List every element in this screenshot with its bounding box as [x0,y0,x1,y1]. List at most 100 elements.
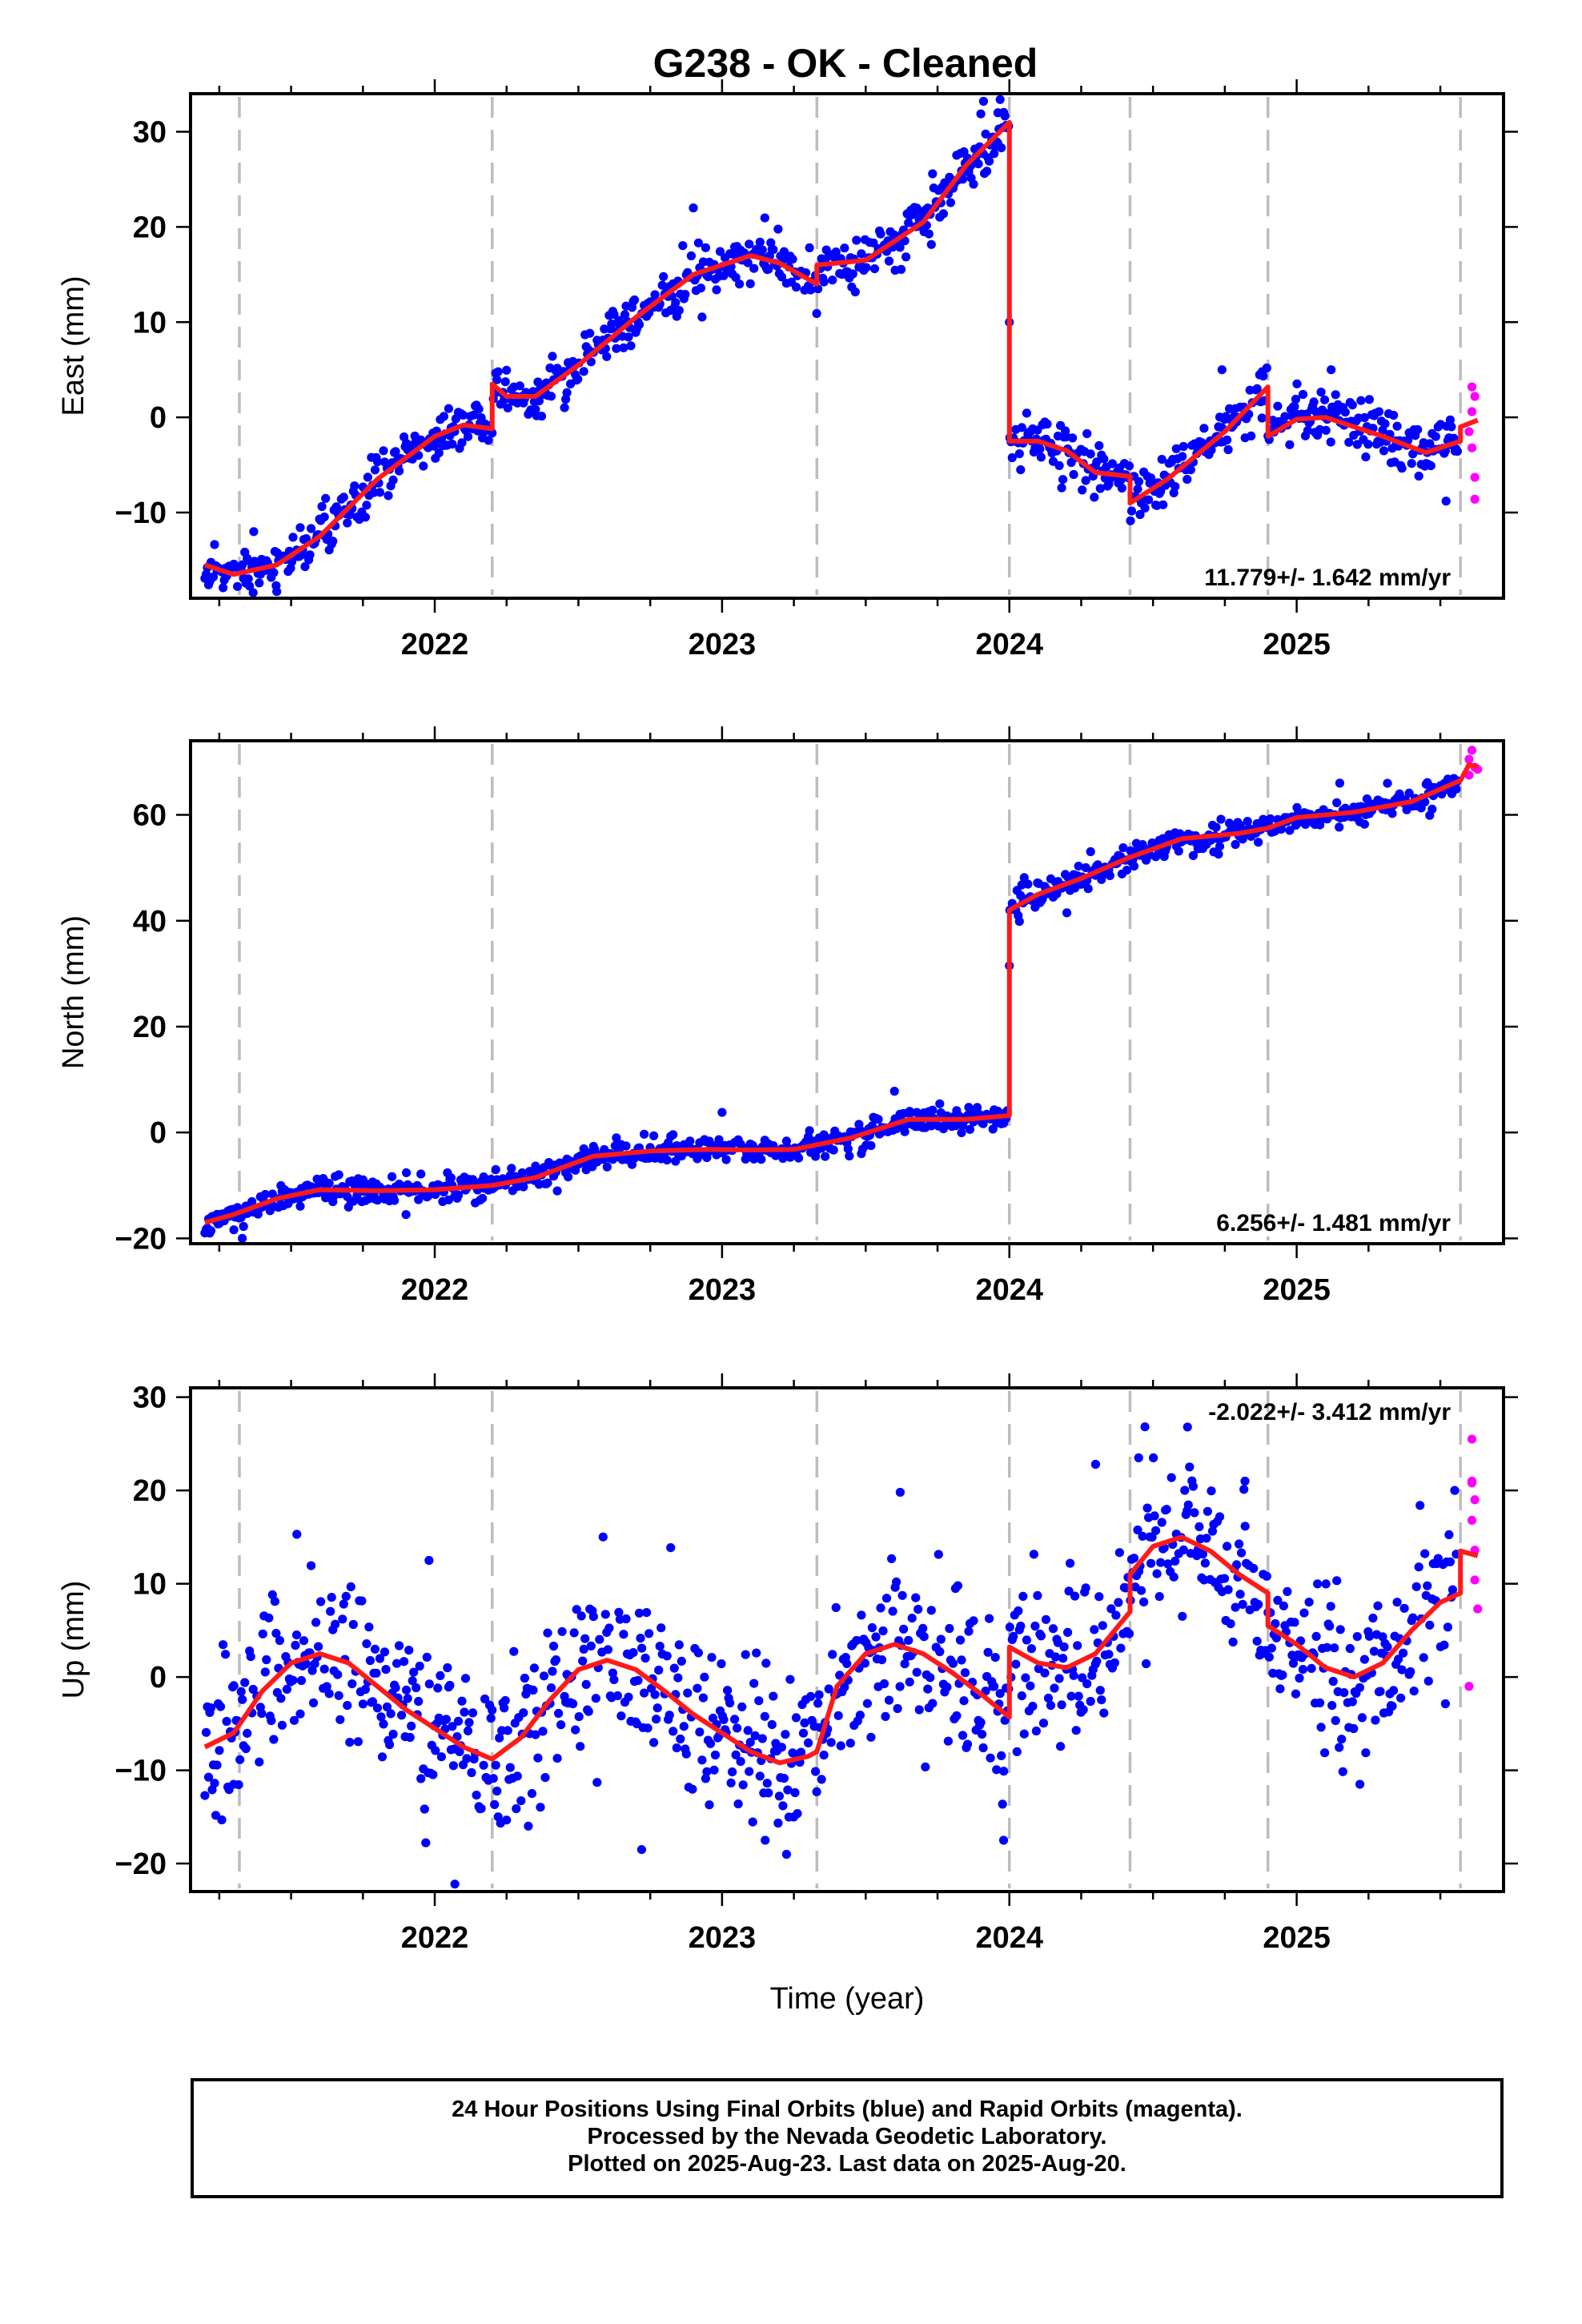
data-point [1086,846,1095,857]
data-point-outlier [229,1779,239,1789]
data-point [581,1679,591,1689]
data-point [805,1126,814,1136]
data-point [1018,1591,1028,1601]
rapid-point [1467,443,1477,452]
data-point [431,1746,440,1755]
data-point [1142,1503,1152,1513]
data-point [382,1702,392,1712]
data-point [1041,1614,1051,1624]
y-tick-label: −10 [115,1755,167,1788]
data-point [453,1190,464,1200]
data-point [726,1778,736,1787]
data-point [948,1659,958,1668]
x-axis-title: Time (year) [770,1982,925,2016]
data-point [674,306,684,316]
data-point [339,1599,348,1609]
data-point [985,1614,994,1623]
data-point [478,1193,488,1203]
data-point [736,1757,745,1767]
data-point [1180,1486,1190,1495]
data-point [1237,1548,1247,1558]
data-point [662,1156,672,1165]
data-point [725,1698,735,1708]
data-point [1313,1579,1323,1589]
up-final-points [200,1422,1461,1889]
data-point [1000,111,1010,121]
data-point [806,1691,816,1701]
data-point [1364,1631,1374,1641]
data-point [240,1678,250,1687]
data-point [1012,1747,1022,1756]
data-point [1447,1585,1457,1594]
data-point [958,1731,968,1740]
data-point [579,1644,588,1654]
data-point [1171,444,1181,453]
data-point [1394,1655,1403,1664]
data-point [1169,1572,1178,1582]
data-point [363,472,372,482]
data-point [505,1763,515,1772]
data-point [1228,1637,1238,1647]
data-point [568,1699,578,1709]
data-point [1323,1642,1332,1652]
data-point [457,1696,467,1706]
data-point [1040,1668,1050,1678]
data-point [1019,1729,1029,1739]
data-point [869,264,880,274]
data-point [964,1626,974,1636]
data-point [652,1703,662,1713]
data-point [1273,401,1283,411]
data-point [1178,452,1187,461]
data-point [492,375,502,384]
y-tick-label: 10 [133,1568,167,1602]
data-point [662,1651,672,1661]
data-point [428,1770,438,1779]
y-tick-label: −10 [115,497,167,530]
y-tick-label: 0 [150,1661,167,1695]
data-point [881,1594,892,1603]
data-point [1151,1526,1161,1535]
data-point [586,357,596,367]
data-point [757,1734,767,1743]
north-final-points [200,774,1462,1243]
data-point [460,1674,471,1683]
data-point [604,1623,614,1633]
data-point [1389,1686,1399,1695]
data-point [781,1136,792,1146]
data-point [1066,1691,1076,1701]
data-point [1413,424,1423,435]
data-point [1232,1560,1242,1570]
data-point [1355,1683,1364,1692]
data-point [955,1635,966,1645]
data-point [1361,452,1371,462]
data-point [235,1755,245,1764]
data-point [331,1619,340,1629]
data-point [814,1690,824,1699]
data-point [1058,1654,1068,1663]
data-point [295,1201,305,1211]
data-point [779,1774,789,1783]
data-point [783,1785,793,1795]
data-point [388,1729,398,1739]
data-point [1373,1601,1383,1610]
north-panel: 2022 2023 2024 2025 −20 0 20 40 60 North (mm) 6.25… [57,726,1518,1307]
data-point [260,1667,270,1677]
data-point-outlier [895,1487,905,1498]
data-point [643,1723,652,1733]
data-point [624,1692,633,1702]
data-point [1138,1531,1147,1541]
data-point [491,1164,500,1175]
chart-title: G238 - OK - Cleaned [653,41,1038,86]
data-point [1267,1643,1276,1653]
data-point [1328,1676,1338,1687]
data-point [1359,819,1369,829]
data-point [365,1655,375,1666]
y-tick-label: −20 [115,1848,167,1881]
data-point [1447,422,1456,432]
data-point [629,295,640,305]
data-point [222,1716,231,1727]
data-point [509,1647,519,1656]
data-point [616,1711,626,1721]
data-point [519,1708,528,1718]
x-tick-label: 2024 [975,1921,1043,1955]
